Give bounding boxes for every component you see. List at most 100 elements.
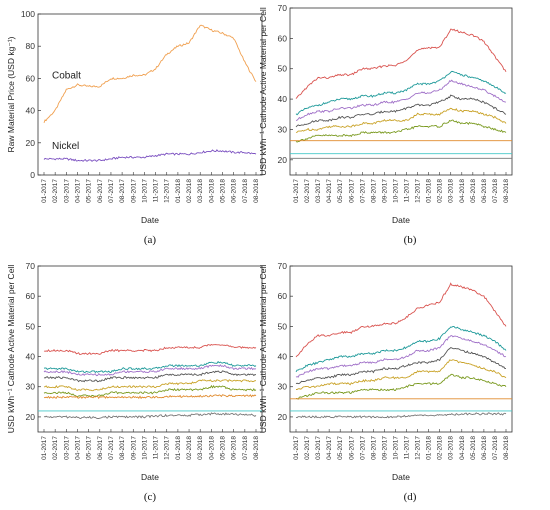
x-tick-label: 07-2017 (359, 436, 366, 460)
x-tick-label: 05-2017 (337, 179, 344, 203)
y-tick-label: 60 (278, 33, 288, 43)
y-tick-label: 20 (26, 412, 36, 422)
plot-frame (38, 266, 262, 432)
x-tick-label: 04-2017 (74, 179, 81, 203)
x-tick-label: 04-2018 (208, 179, 215, 203)
x-tick-label: 10-2017 (141, 436, 148, 460)
x-tick-label: 05-2017 (86, 436, 93, 460)
y-axis-label: USD kWh⁻¹ Cathode Active Material per Ce… (6, 265, 16, 434)
x-tick-label: 09-2017 (130, 179, 137, 203)
y-axis-label: USD kWh⁻¹ Cathode Active Material per Ce… (258, 265, 268, 434)
chart-panel-c: 20 30 40 50 60 70 01-2017 02-2017 03-2017 04-2017… (6, 261, 262, 503)
x-tick-label: 09-2017 (381, 436, 388, 460)
series-line (44, 365, 256, 376)
y-tick-label: 50 (278, 321, 288, 331)
y-tick-label: 70 (26, 261, 36, 271)
x-tick-label: 10-2017 (392, 436, 399, 460)
x-tick-label: 11-2017 (404, 179, 411, 203)
y-tick-label: 40 (278, 94, 288, 104)
x-tick-label: 12-2017 (415, 179, 422, 203)
x-axis-label: Date (392, 472, 410, 482)
y-tick-label: 20 (278, 155, 288, 165)
x-tick-label: 05-2017 (86, 179, 93, 203)
series-line (296, 71, 506, 114)
x-tick-label: 01-2018 (175, 179, 182, 203)
panel-label: (c) (144, 491, 157, 503)
panel-label: (a) (144, 234, 157, 246)
x-tick-label: 03-2017 (315, 436, 322, 460)
x-tick-label: 01-2017 (41, 179, 48, 203)
x-tick-label: 03-2018 (197, 179, 204, 203)
x-tick-label: 05-2018 (220, 179, 227, 203)
x-tick-label: 01-2018 (426, 436, 433, 460)
x-tick-label: 02-2018 (186, 179, 193, 203)
y-tick-label: 50 (278, 64, 288, 74)
series-line (296, 283, 506, 357)
x-tick-label: 05-2017 (337, 436, 344, 460)
x-tick-label: 08-2018 (503, 179, 510, 203)
x-tick-label: 06-2018 (231, 179, 238, 203)
y-tick-label: 60 (26, 291, 36, 301)
y-tick-label: 30 (26, 382, 36, 392)
x-tick-label: 07-2018 (492, 436, 499, 460)
series-line (296, 360, 506, 390)
x-tick-label: 06-2018 (231, 436, 238, 460)
chart-panel-a: 0 20 40 60 80 100 01-2017 02-2017 03-2017 04-2017… (6, 9, 262, 246)
y-tick-label: 70 (278, 3, 288, 13)
series-annotation: Nickel (52, 141, 79, 152)
x-tick-label: 06-2017 (348, 179, 355, 203)
x-tick-label: 12-2017 (164, 179, 171, 203)
x-tick-label: 10-2017 (141, 179, 148, 203)
x-tick-label: 11-2017 (404, 436, 411, 460)
series-line (296, 80, 506, 120)
x-tick-label: 07-2017 (108, 179, 115, 203)
series-line (44, 395, 256, 399)
x-tick-label: 03-2017 (315, 179, 322, 203)
x-tick-label: 10-2017 (392, 179, 399, 203)
y-axis-label: Raw Material Price (USD kg⁻¹) (6, 36, 16, 152)
x-tick-label: 02-2017 (304, 179, 311, 203)
x-tick-label: 06-2017 (97, 179, 104, 203)
x-tick-label: 08-2017 (370, 436, 377, 460)
x-tick-label: 12-2017 (164, 436, 171, 460)
y-tick-label: 20 (26, 138, 36, 148)
x-tick-label: 03-2018 (197, 436, 204, 460)
plot-frame (290, 266, 512, 432)
x-tick-label: 02-2018 (437, 179, 444, 203)
x-tick-label: 05-2018 (470, 436, 477, 460)
x-tick-label: 02-2017 (52, 179, 59, 203)
x-tick-label: 03-2018 (448, 179, 455, 203)
x-tick-label: 04-2018 (459, 436, 466, 460)
series-line (44, 380, 256, 391)
y-tick-label: 40 (26, 106, 36, 116)
y-tick-label: 0 (30, 170, 35, 180)
y-tick-label: 20 (278, 412, 288, 422)
x-tick-label: 02-2018 (437, 436, 444, 460)
panel-label: (d) (404, 491, 417, 503)
x-tick-label: 12-2017 (415, 436, 422, 460)
y-tick-label: 40 (278, 352, 288, 362)
x-tick-label: 06-2017 (97, 436, 104, 460)
series-annotation: Cobalt (52, 70, 81, 81)
x-tick-label: 02-2017 (304, 436, 311, 460)
series-line (44, 413, 256, 419)
x-tick-label: 01-2017 (293, 179, 300, 203)
x-tick-label: 01-2017 (293, 436, 300, 460)
x-tick-label: 02-2017 (52, 436, 59, 460)
x-tick-label: 05-2018 (470, 179, 477, 203)
x-tick-label: 09-2017 (130, 436, 137, 460)
x-tick-label: 11-2017 (153, 436, 160, 460)
x-tick-label: 03-2017 (63, 436, 70, 460)
y-axis-label: USD kWh⁻¹ Cathode Active Material per Ce… (258, 7, 268, 176)
x-tick-label: 06-2018 (481, 436, 488, 460)
x-axis-label: Date (141, 472, 159, 482)
y-tick-label: 30 (278, 382, 288, 392)
panel-label: (b) (404, 234, 417, 246)
series-line (296, 120, 506, 142)
x-tick-label: 08-2018 (253, 436, 260, 460)
x-tick-label: 07-2017 (108, 436, 115, 460)
x-tick-label: 09-2017 (381, 179, 388, 203)
y-tick-label: 30 (278, 124, 288, 134)
x-tick-label: 03-2018 (448, 436, 455, 460)
